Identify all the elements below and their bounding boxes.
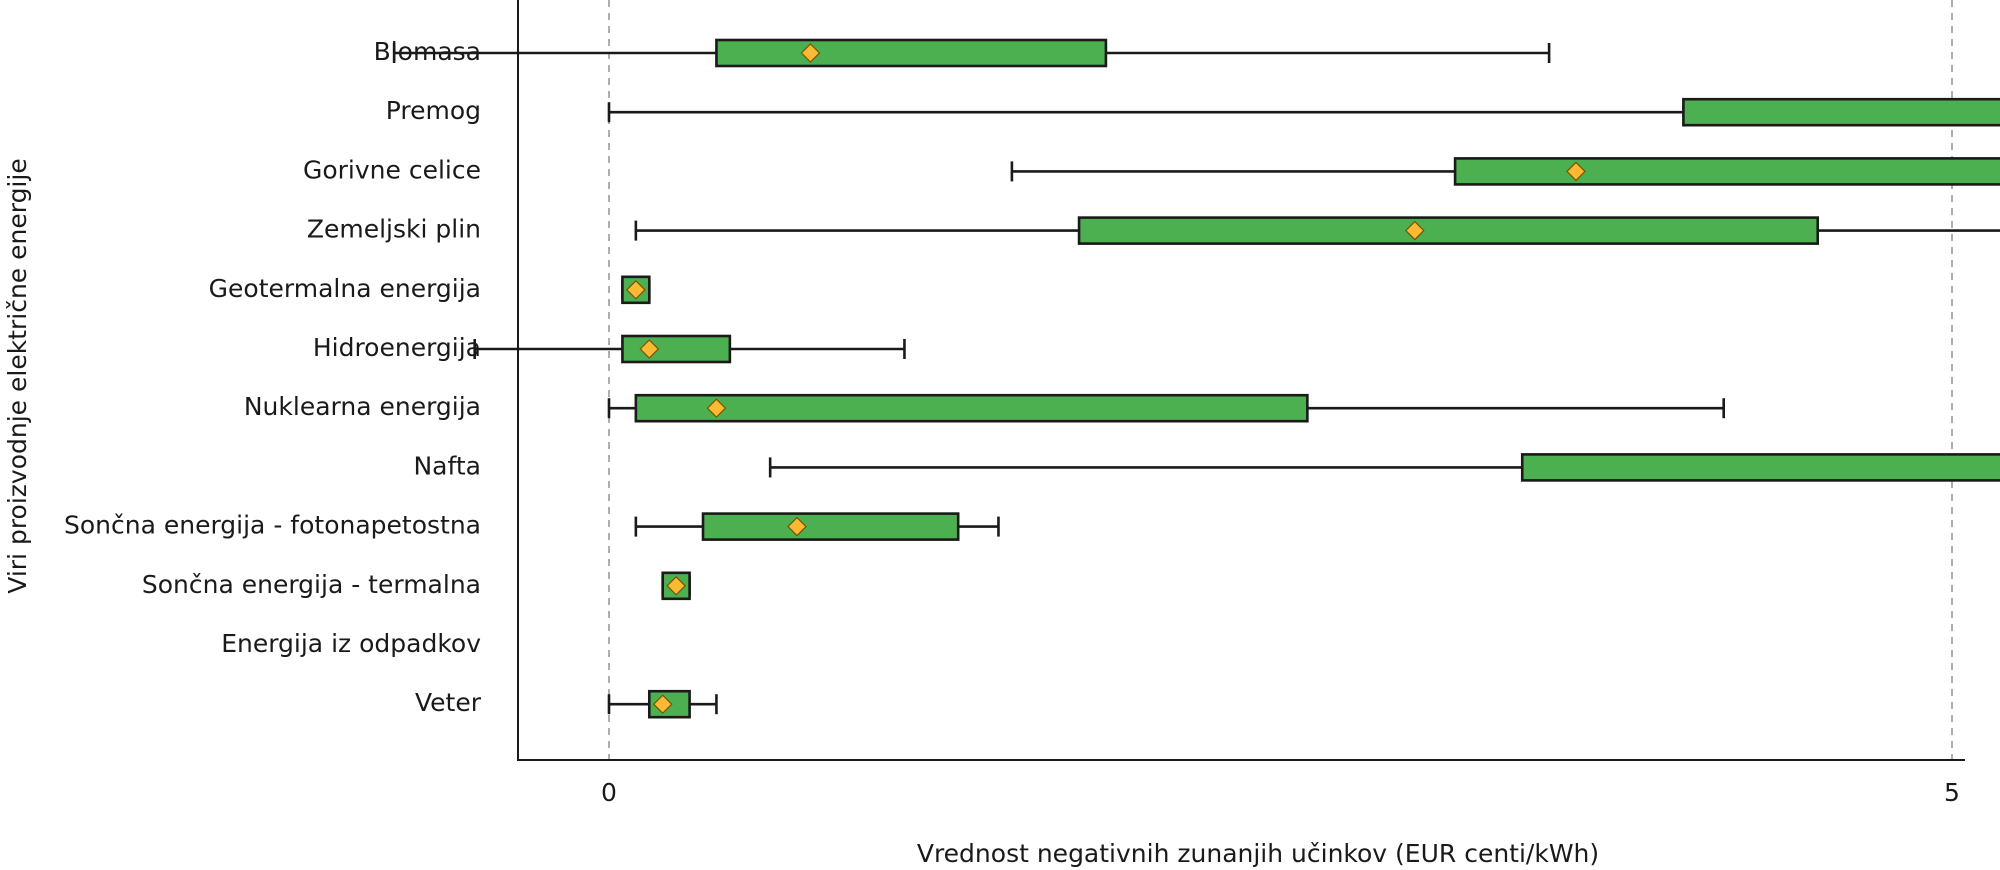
category-label: Gorivne celice <box>303 155 481 184</box>
iqr-box <box>1520 453 2000 482</box>
category-label: Hidroenergija <box>313 333 481 362</box>
box-group <box>607 393 1725 423</box>
mean-marker <box>1404 220 1425 241</box>
box-group <box>634 512 1000 541</box>
mean-marker <box>666 575 686 596</box>
iqr-box <box>715 38 1108 68</box>
mean-marker <box>652 694 673 715</box>
box-group <box>1010 157 2000 186</box>
category-labels: Biomasa Premog Gorivne celice Zemeljski pli… <box>64 37 482 717</box>
box-group <box>621 275 651 305</box>
category-label: Nuklearna energija <box>244 392 481 421</box>
axes <box>517 0 1965 761</box>
category-label: Veter <box>415 688 482 717</box>
x-tick-labels: 0510152025 <box>601 778 1960 807</box>
category-label: Biomasa <box>374 37 481 66</box>
grid-lines <box>608 0 1953 760</box>
iqr-box <box>1453 157 2000 186</box>
box-group <box>392 38 1551 68</box>
category-label: Sončna energija - fotonapetostna <box>64 511 481 540</box>
iqr-box <box>701 512 960 541</box>
category-label: Nafta <box>413 451 481 480</box>
y-axis-title: Viri proizvodnje električne energije <box>3 158 32 593</box>
mean-marker <box>626 279 646 300</box>
x-tick-label-5: 5 <box>1944 778 1960 807</box>
iqr-box <box>634 393 1309 423</box>
iqr-box <box>1077 216 1820 245</box>
x-tick-label-0: 0 <box>601 778 617 807</box>
mean-marker <box>706 398 727 419</box>
box-group <box>607 97 2000 127</box>
category-label: Premog <box>386 96 481 125</box>
axis-frame <box>517 0 1965 761</box>
box-group <box>768 453 2000 482</box>
category-label: Geotermalna energija <box>209 274 481 303</box>
box-group <box>634 216 2000 245</box>
iqr-box <box>621 334 732 364</box>
box-group <box>473 334 906 364</box>
box-group <box>661 571 691 601</box>
mean-marker <box>1566 161 1586 182</box>
mean-marker <box>787 516 807 537</box>
x-axis-title: Vrednost negativnih zunanjih učinkov (EU… <box>917 839 1599 868</box>
iqr-box <box>1682 97 2000 127</box>
boxes <box>392 38 2000 719</box>
category-label: Zemeljski plin <box>307 215 481 244</box>
mean-marker <box>639 339 660 359</box>
box-group <box>607 689 718 719</box>
category-label: Energija iz odpadkov <box>221 629 481 658</box>
category-label: Sončna energija - termalna <box>142 570 481 599</box>
mean-marker <box>800 43 821 63</box>
